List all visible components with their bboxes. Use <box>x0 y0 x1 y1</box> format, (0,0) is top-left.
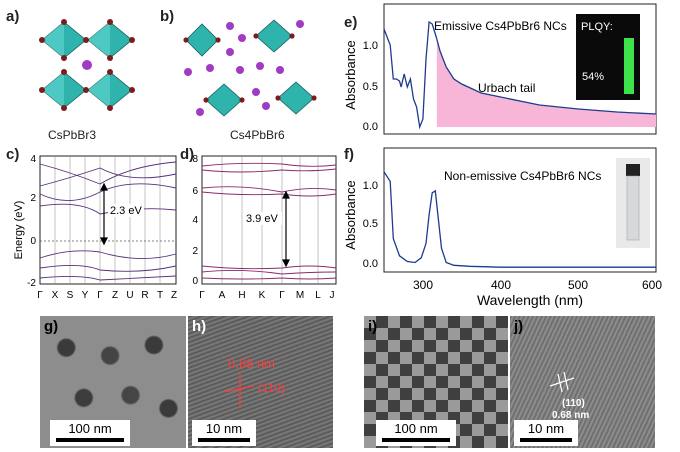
d-kpt-1: A <box>219 290 226 301</box>
panel-a-label: a) <box>6 8 20 25</box>
panel-a-caption: CsPbBr3 <box>48 128 97 142</box>
c-kpt-9: Z <box>171 290 177 301</box>
c-ylabel: Energy (eV) <box>13 201 25 260</box>
scalebar-i-line <box>382 438 450 442</box>
scalebar-i-text: 100 nm <box>394 421 438 436</box>
j-annotations: (110) 0.68 nm <box>549 371 589 421</box>
x-axis-label: Wavelength (nm) <box>477 292 583 308</box>
h-annotations: 0.68 nm (110) <box>223 356 285 408</box>
scalebar-g: 100 nm <box>50 420 130 446</box>
c-ytick-2: 2 <box>30 193 36 204</box>
xtick-400: 400 <box>491 278 511 292</box>
c-kpt-7: R <box>141 290 148 301</box>
scalebar-j-line <box>520 438 572 442</box>
d-kpt-0: Γ <box>199 290 205 301</box>
j-d-spacing: 0.68 nm <box>552 410 589 421</box>
d-ytick-2: 2 <box>192 246 198 257</box>
f-ytick-05: 0.5 <box>363 218 378 230</box>
scalebar-g-text: 100 nm <box>68 421 112 436</box>
h-d-spacing: 0.68 nm <box>228 356 275 371</box>
scalebar-h: 10 nm <box>192 420 256 446</box>
c-ytick-m2: -2 <box>27 278 36 289</box>
e-series-group <box>383 20 657 130</box>
panel-i-label: i) <box>368 318 378 335</box>
e-ytick-1: 1.0 <box>363 40 378 52</box>
e-annotation: Urbach tail <box>478 81 535 95</box>
panel-e-label: e) <box>344 14 358 31</box>
e-inset-title: PLQY: <box>581 21 613 33</box>
e-ytick-0: 0.0 <box>363 121 378 133</box>
panel-h-label: h) <box>192 318 207 335</box>
scalebar-i: 100 nm <box>376 420 456 446</box>
cs4pbbr6-structure-image <box>183 19 317 117</box>
panel-b-label: b) <box>160 8 175 25</box>
xtick-600: 600 <box>642 278 662 292</box>
d-ytick-0: 0 <box>192 276 198 287</box>
panel-f-label: f) <box>344 146 354 163</box>
f-chart-title: Non-emissive Cs4PbBr6 NCs <box>444 169 601 183</box>
absorbance-charts: Absorbance Absorbance 1.0 0.5 0.0 1.0 0.… <box>343 3 662 308</box>
f-absorbance-line <box>383 171 656 268</box>
f-ytick-1: 1.0 <box>363 180 378 192</box>
panel-b-caption: Cs4PbBr6 <box>230 128 285 142</box>
xtick-500: 500 <box>568 278 588 292</box>
e-ytick-05: 0.5 <box>363 81 378 93</box>
band-structure-d: 8 6 4 2 0 3.9 eV Γ A H K Γ M L J <box>192 154 337 301</box>
d-ytick-8: 8 <box>192 154 198 165</box>
c-kpt-2: S <box>67 290 74 301</box>
d-kpt-5: M <box>296 290 304 301</box>
xtick-300: 300 <box>413 278 433 292</box>
c-gap-label: 2.3 eV <box>110 205 142 217</box>
j-plane: (110) <box>562 398 585 409</box>
d-kpt-7: J <box>330 290 335 301</box>
c-kpt-1: X <box>52 290 59 301</box>
f-series-group <box>383 171 656 268</box>
x-tick-group: 300 400 500 600 <box>413 278 662 292</box>
h-plane: (110) <box>258 381 285 395</box>
c-kpt-3: Y <box>82 290 89 301</box>
urbach-tail-area <box>436 39 656 127</box>
d-gap-label: 3.9 eV <box>246 213 278 225</box>
c-kpt-5: Z <box>112 290 118 301</box>
scalebar-h-text: 10 nm <box>205 421 243 436</box>
d-kpt-3: K <box>259 290 266 301</box>
d-kpt-2: H <box>238 290 245 301</box>
e-ylabel: Absorbance <box>343 40 358 109</box>
c-kpt-4: Γ <box>97 290 103 301</box>
c-kpt-8: T <box>157 290 163 301</box>
c-ytick-4: 4 <box>30 154 36 165</box>
c-kpt-0: Γ <box>37 290 43 301</box>
scalebar-g-line <box>56 438 124 442</box>
e-inset-value: 54% <box>582 71 604 83</box>
d-ytick-6: 6 <box>192 186 198 197</box>
panel-j-label: j) <box>514 318 524 335</box>
c-ytick-0: 0 <box>30 236 36 247</box>
d-ytick-4: 4 <box>192 215 198 226</box>
e-chart-title: Emissive Cs4PbBr6 NCs <box>434 19 567 33</box>
f-ylabel: Absorbance <box>343 180 358 249</box>
d-kpt-6: L <box>315 290 321 301</box>
scalebar-j-text: 10 nm <box>527 421 565 436</box>
c-kpt-6: U <box>126 290 133 301</box>
cspbbr3-structure-image <box>39 19 135 111</box>
panel-g-label: g) <box>44 318 59 335</box>
panel-c-label: c) <box>6 146 20 163</box>
scalebar-j: 10 nm <box>514 420 578 446</box>
panel-d-label: d) <box>180 146 195 163</box>
d-kpt-4: Γ <box>279 290 285 301</box>
f-ytick-0: 0.0 <box>363 258 378 270</box>
scalebar-h-line <box>198 438 250 442</box>
band-structure-c: Energy (eV) 4 2 0 -2 2.3 eV Γ X S Y Γ Z … <box>13 154 177 301</box>
e-absorbance-line <box>383 20 657 130</box>
